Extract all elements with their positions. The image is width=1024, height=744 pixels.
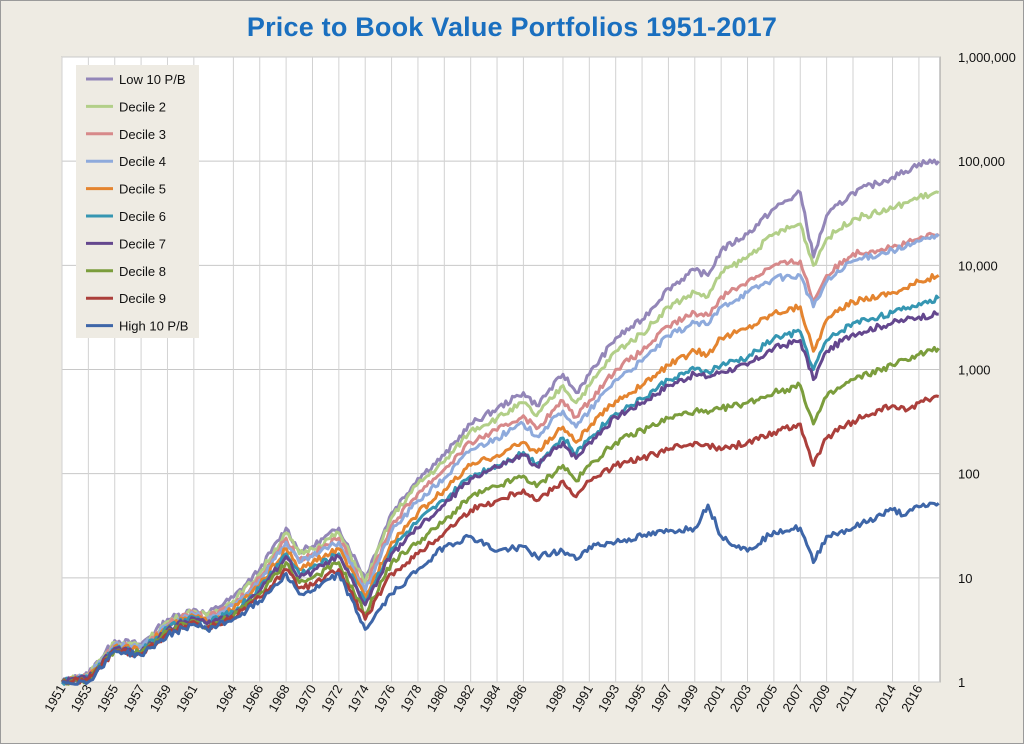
x-tick-label: 1959 [147, 682, 174, 715]
y-tick-label: 1,000,000 [958, 50, 1016, 65]
x-tick-label: 1978 [397, 682, 424, 715]
x-tick-label: 1968 [265, 682, 292, 715]
x-tick-label: 1980 [423, 682, 450, 715]
legend-label: Low 10 P/B [119, 72, 186, 87]
x-tick-label: 1951 [41, 682, 68, 715]
x-tick-label: 1982 [450, 682, 477, 715]
x-tick-label: 1991 [568, 682, 595, 715]
y-tick-label: 1,000 [958, 363, 991, 378]
legend-label: High 10 P/B [119, 319, 188, 334]
x-tick-label: 2003 [727, 682, 754, 715]
x-tick-label: 1984 [476, 682, 503, 715]
x-tick-label: 1972 [318, 682, 345, 715]
y-tick-label: 100,000 [958, 154, 1005, 169]
y-tick-label: 10,000 [958, 258, 998, 273]
x-tick-label: 2014 [872, 682, 899, 715]
legend-label: Decile 2 [119, 99, 166, 114]
x-tick-label: 2011 [833, 682, 860, 714]
x-tick-label: 1964 [213, 682, 240, 715]
legend-label: Decile 6 [119, 209, 166, 224]
series-line [61, 394, 940, 685]
x-tick-label: 2016 [898, 682, 925, 715]
legend-label: Decile 8 [119, 264, 166, 279]
x-tick-label: 1961 [173, 682, 200, 715]
x-tick-label: 1999 [674, 682, 701, 715]
x-tick-label: 1976 [371, 682, 398, 715]
series-line [61, 190, 940, 685]
y-tick-label: 100 [958, 467, 980, 482]
x-tick-label: 1966 [239, 682, 266, 715]
legend-label: Decile 3 [119, 127, 166, 142]
x-tick-label: 1974 [344, 682, 371, 715]
x-tick-label: 1970 [292, 682, 319, 715]
legend-label: Decile 4 [119, 154, 166, 169]
series-line [60, 310, 939, 686]
x-tick-label: 2001 [700, 682, 727, 715]
x-tick-label: 1955 [94, 682, 121, 715]
chart-title: Price to Book Value Portfolios 1951-2017 [246, 12, 778, 42]
x-tick-label: 2009 [806, 682, 833, 715]
y-tick-label: 10 [958, 571, 972, 586]
legend-label: Decile 9 [119, 291, 166, 306]
legend-box [76, 65, 199, 338]
legend-label: Decile 5 [119, 182, 166, 197]
y-tick-label: 1 [958, 675, 965, 690]
x-tick-label: 1957 [120, 682, 147, 715]
x-tick-label: 1953 [68, 682, 95, 715]
x-tick-label: 2005 [753, 682, 780, 715]
x-tick-label: 1995 [621, 682, 648, 715]
legend-label: Decile 7 [119, 236, 166, 251]
x-tick-label: 1986 [503, 682, 530, 715]
x-tick-label: 2007 [779, 682, 806, 715]
x-tick-label: 1989 [542, 682, 569, 715]
x-tick-label: 1997 [648, 682, 675, 715]
x-tick-label: 1993 [595, 682, 622, 715]
series-line [61, 233, 940, 684]
series-line [61, 501, 940, 686]
